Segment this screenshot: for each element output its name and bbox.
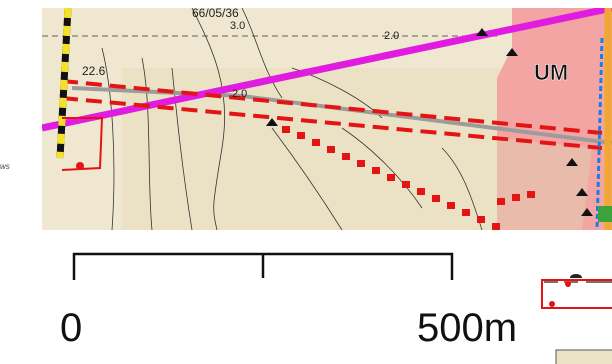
- scale-start-label: 0: [60, 306, 83, 350]
- legend-panel: [536, 238, 612, 364]
- legend-red-dot: [565, 281, 571, 287]
- scale-unit: m: [483, 306, 518, 350]
- green-marker: [598, 206, 612, 222]
- legend-red-box: [541, 279, 612, 309]
- scale-end-value: 500: [417, 306, 484, 350]
- legend-beige-box: [555, 349, 612, 364]
- map-panel[interactable]: 66/05/36 3.0 22.6 2.0 2.0 UM: [42, 8, 612, 230]
- elevation-label: 22.6: [82, 64, 106, 78]
- red-dotted-line: [282, 126, 535, 230]
- blue-boundary: [595, 37, 604, 230]
- left-border-yellow: [56, 8, 72, 159]
- elevation-label: 2.0: [232, 88, 248, 100]
- magenta-road: [42, 8, 612, 132]
- zone-label: UM: [534, 60, 569, 86]
- parcel-label: 66/05/36: [192, 8, 239, 20]
- legend-arc-symbol: [570, 274, 582, 278]
- triangle-markers: [266, 28, 593, 216]
- scale-bar-line: [72, 252, 454, 280]
- red-dashed-corridor: [61, 79, 603, 150]
- elevation-label: 2.0: [384, 30, 400, 42]
- grey-road: [71, 86, 612, 145]
- map-graphics: [42, 8, 612, 230]
- legend-red-dot: [549, 301, 555, 307]
- zone-beige-area: [497, 138, 592, 230]
- legend-graphics: [541, 274, 612, 364]
- margin-text: ws: [0, 162, 10, 171]
- red-parcel-marker: [76, 162, 84, 170]
- scale-bar: 0 500m: [60, 248, 517, 358]
- scale-end-label: 500m: [417, 308, 517, 348]
- value-label: 3.0: [230, 20, 246, 32]
